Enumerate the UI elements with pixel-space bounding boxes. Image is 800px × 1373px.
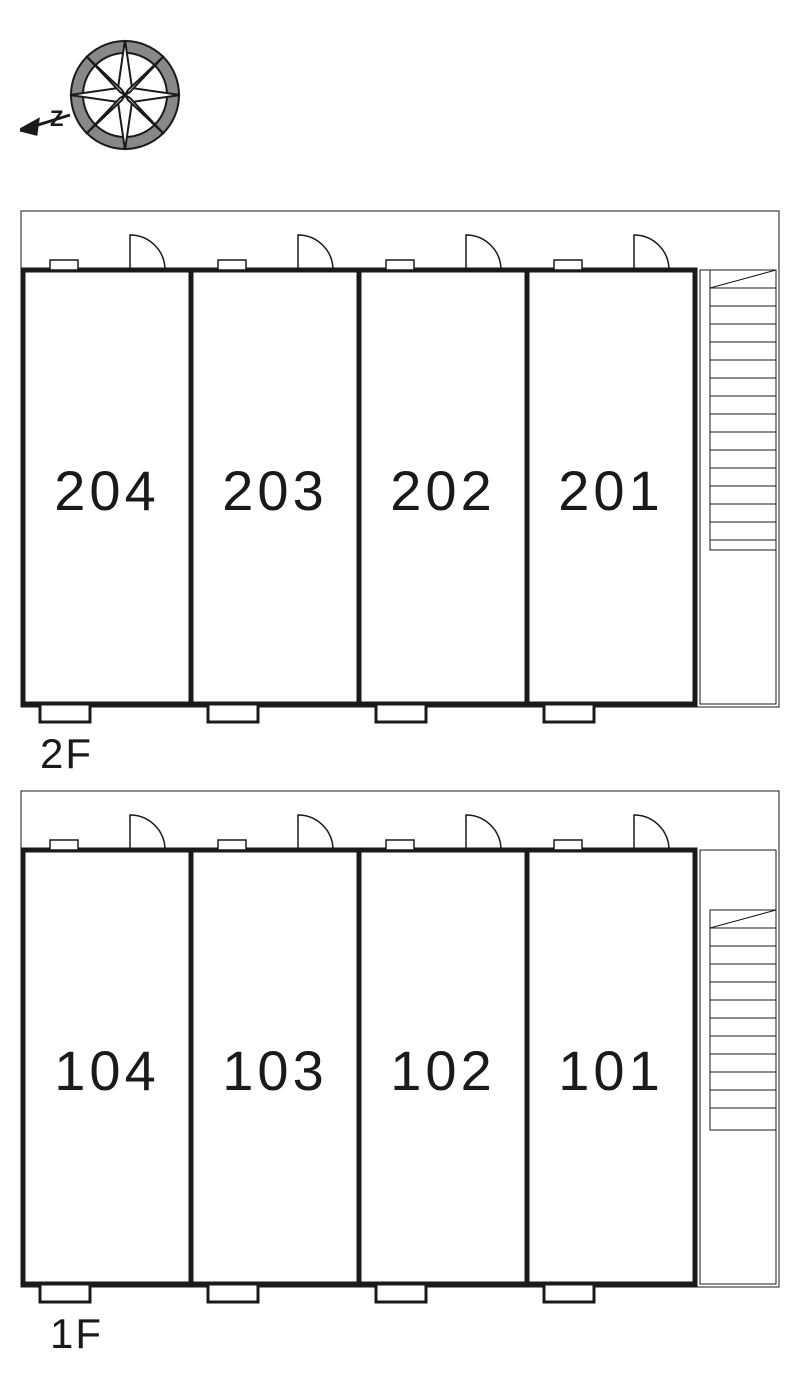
floor-label-1f: 1F	[50, 1310, 103, 1358]
unit-label-103: 103	[222, 1039, 327, 1102]
unit-label-102: 102	[390, 1039, 495, 1102]
unit-label-202: 202	[390, 459, 495, 522]
compass-label: Z	[50, 106, 63, 131]
floor-1: 104 103 102 101 1F	[20, 790, 780, 1315]
unit-label-201: 201	[558, 459, 663, 522]
unit-label-204: 204	[54, 459, 159, 522]
unit-label-104: 104	[54, 1039, 159, 1102]
unit-label-203: 203	[222, 459, 327, 522]
unit-label-101: 101	[558, 1039, 663, 1102]
floor-2: 204 203 202 201 2F	[20, 210, 780, 735]
compass-icon: Z	[20, 20, 200, 175]
floorplan-container: Z	[0, 0, 800, 1373]
floor-label-2f: 2F	[40, 730, 93, 778]
